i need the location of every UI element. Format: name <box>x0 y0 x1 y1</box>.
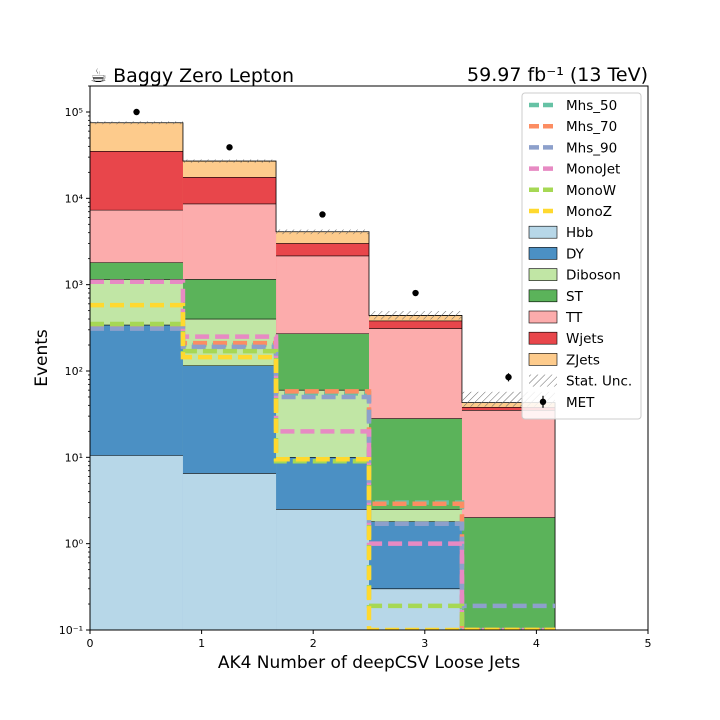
y-tick-label-4: 10³ <box>65 279 83 292</box>
y-tick-label-1: 10⁰ <box>65 538 84 551</box>
y-tick-label-6: 10⁵ <box>65 106 83 119</box>
signal-lines <box>90 279 556 630</box>
y-tick-label-3: 10² <box>65 365 83 378</box>
stacked-backgrounds <box>90 122 556 630</box>
x-tick-label-1: 1 <box>198 637 205 650</box>
x-tick-label-0: 0 <box>87 637 94 650</box>
chart-title: ☕ Baggy Zero Lepton <box>90 65 294 87</box>
data-point-3 <box>412 289 419 297</box>
legend-met-label: MET <box>566 395 595 411</box>
legend-tt-label: TT <box>565 310 583 326</box>
y-tick-label-2: 10¹ <box>65 451 83 464</box>
signal-line-monojet <box>90 279 556 630</box>
x-tick-label-5: 5 <box>645 637 652 650</box>
x-axis-label: AK4 Number of deepCSV Loose Jets <box>218 653 521 673</box>
y-axis-label: Events <box>32 329 52 387</box>
y-axis-ticks: 10⁻¹ 10⁰ 10¹ 10² 10³ 10⁴ 10⁵ <box>59 85 90 637</box>
data-points <box>133 108 512 382</box>
legend-met-swatch <box>539 398 547 405</box>
y-tick-label-5: 10⁴ <box>65 192 84 205</box>
x-tick-label-2: 2 <box>310 637 317 650</box>
legend-monow-label: MonoW <box>566 183 616 199</box>
stat-unc-bin-0 <box>90 121 183 125</box>
data-point-0 <box>133 108 140 116</box>
legend-diboson-swatch <box>528 268 558 281</box>
bar-hbb-bin-3 <box>369 588 462 630</box>
stat-unc-bin-3 <box>369 311 462 320</box>
legend-monoz-label: MonoZ <box>566 204 612 220</box>
x-tick-label-3: 3 <box>421 637 428 650</box>
legend-monojet-label: MonoJet <box>566 162 620 178</box>
data-point-2 <box>319 211 326 218</box>
data-point-1 <box>226 144 233 151</box>
legend-st-swatch <box>528 289 558 303</box>
legend-zjets-swatch <box>528 353 558 366</box>
bar-st-bin-4 <box>461 517 556 630</box>
legend-mhs-70-label: Mhs_70 <box>566 119 617 135</box>
bar-hbb-bin-0 <box>90 455 183 630</box>
bar-hbb-bin-2 <box>276 509 369 630</box>
data-point-4 <box>505 373 512 381</box>
legend-stat-unc--label: Stat. Unc. <box>566 374 632 390</box>
legend-wjets-swatch <box>528 331 558 345</box>
legend-dy-swatch <box>528 247 558 260</box>
x-tick-label-4: 4 <box>533 637 540 650</box>
stat-unc-bin-2 <box>276 229 369 235</box>
legend-st-label: ST <box>566 289 584 305</box>
legend-mhs-90-label: Mhs_90 <box>566 140 617 156</box>
legend-tt-swatch <box>528 310 558 324</box>
legend-diboson-label: Diboson <box>566 268 621 284</box>
bar-hbb-bin-1 <box>182 473 277 630</box>
stat-unc-bin-1 <box>182 159 277 163</box>
plot-frame <box>89 85 649 631</box>
legend-hbb-swatch <box>528 225 558 239</box>
legend-wjets-label: Wjets <box>566 331 604 347</box>
x-axis-ticks: 0 1 2 3 4 5 <box>87 630 652 650</box>
legend-zjets-label: ZJets <box>566 352 600 368</box>
legend-dy-label: DY <box>566 246 585 262</box>
legend-stat-unc--swatch <box>529 374 557 387</box>
y-tick-label-0: 10⁻¹ <box>59 624 83 637</box>
luminosity-label: 59.97 fb⁻¹ (13 TeV) <box>467 64 648 86</box>
signal-line-monoz <box>90 302 556 630</box>
legend: Mhs_50 Mhs_70 Mhs_90 MonoJet MonoW MonoZ Hbb DY… <box>521 92 642 420</box>
legend-hbb-label: Hbb <box>566 225 593 241</box>
legend-mhs-50-label: Mhs_50 <box>566 98 617 114</box>
